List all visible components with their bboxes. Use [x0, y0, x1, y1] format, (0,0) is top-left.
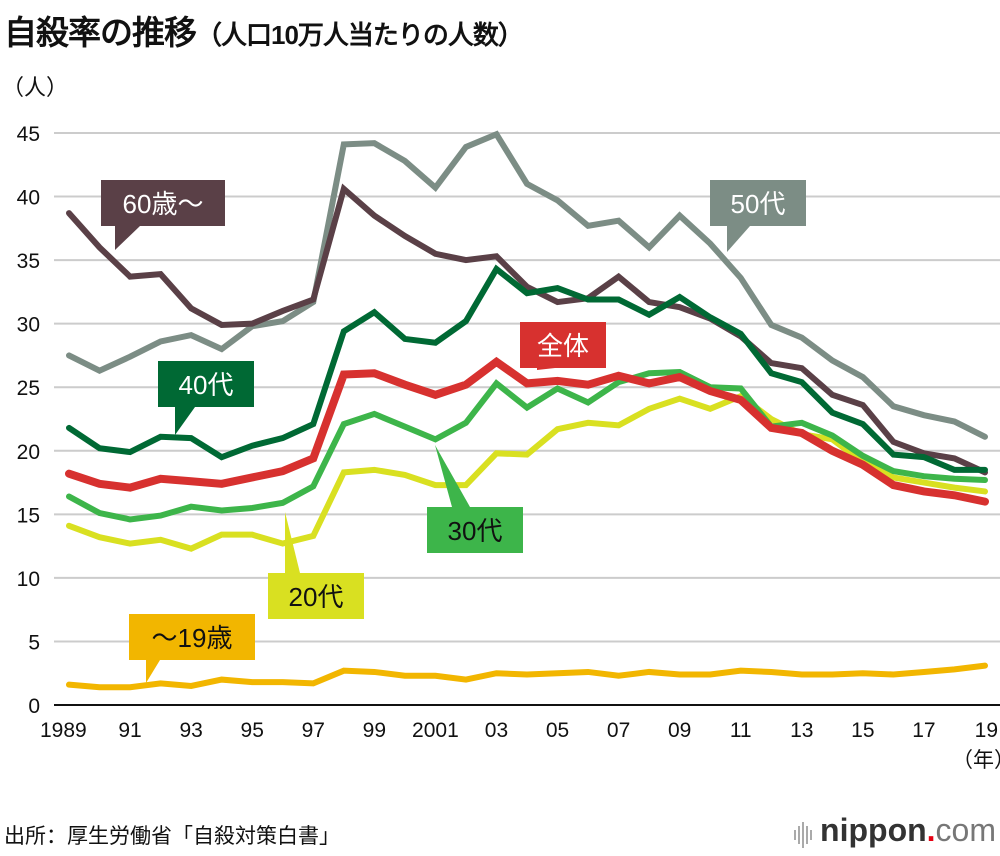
callout-0: 60歳〜	[101, 180, 225, 250]
x-tick-label: 99	[363, 719, 386, 742]
y-tick-label: 0	[28, 695, 40, 718]
source-note: 出所：厚生労働省「自殺対策白書」	[4, 825, 340, 848]
series-line-5	[65, 356, 989, 506]
y-tick-label: 10	[17, 568, 40, 591]
callout-box	[101, 180, 225, 226]
callout-pointer	[285, 512, 300, 573]
x-axis-ticks: 1989 91 93 95 97 99 2001 03 05 07 09 11 13 15 17 19	[40, 719, 998, 742]
callout-pointer	[115, 226, 140, 250]
callout-label: 40代	[179, 370, 234, 400]
callout-label: 20代	[289, 582, 344, 612]
y-tick-label: 40	[17, 187, 40, 210]
logo-brand: nippon	[820, 812, 927, 848]
y-tick-label: 45	[17, 123, 40, 146]
callout-box	[129, 614, 255, 660]
callout-label: 〜19歳	[152, 623, 233, 653]
x-tick-label: 95	[241, 719, 264, 742]
y-tick-label: 30	[17, 314, 40, 337]
series-line-4	[66, 368, 988, 523]
x-tick-label: 09	[668, 719, 691, 742]
callout-pointer	[435, 445, 470, 507]
x-tick-label: 15	[851, 719, 874, 742]
series-line-3	[66, 392, 988, 552]
y-tick-label: 35	[17, 250, 40, 273]
x-tick-label: 13	[790, 719, 813, 742]
callout-1: 50代	[710, 180, 806, 252]
x-tick-label: 93	[179, 719, 202, 742]
callout-label: 30代	[448, 516, 503, 546]
series-line-6	[66, 662, 988, 691]
callout-pointer	[175, 407, 195, 435]
callout-3: 全体	[520, 322, 606, 370]
y-axis-ticks: 0 5 10 15 20 25 30 35 40 45	[17, 123, 40, 718]
y-tick-label: 20	[17, 441, 40, 464]
callout-6: 〜19歳	[129, 614, 255, 683]
series-line-1	[66, 183, 988, 476]
series-line-2	[66, 264, 988, 473]
x-tick-label: 91	[118, 719, 141, 742]
chart-title-sub: （人口10万人当たりの人数）	[196, 20, 524, 50]
callout-label: 50代	[731, 189, 786, 219]
series-callouts: 60歳〜 50代 40代 全体 30代 20代〜19歳	[101, 180, 806, 683]
x-tick-label: 1989	[40, 719, 87, 742]
x-tick-label: 07	[607, 719, 630, 742]
chart-title-main: 自殺率の推移	[4, 14, 197, 51]
chart-title: 自殺率の推移（人口10万人当たりの人数）	[4, 6, 524, 54]
callout-4: 30代	[427, 445, 523, 553]
logo-dot: .	[926, 812, 936, 848]
x-tick-label: 19	[975, 719, 998, 742]
x-tick-label: 2001	[412, 719, 459, 742]
callout-5: 20代	[268, 512, 364, 619]
callout-pointer	[146, 660, 160, 683]
callout-box	[427, 507, 523, 553]
callout-label: 60歳〜	[123, 189, 204, 219]
series-line-0	[66, 130, 988, 440]
callout-pointer	[727, 226, 750, 252]
callout-box	[268, 573, 364, 619]
y-tick-label: 25	[17, 377, 40, 400]
x-tick-label: 97	[302, 719, 325, 742]
callout-label: 全体	[537, 331, 589, 361]
callout-box	[158, 361, 254, 407]
sound-wave-icon	[794, 814, 814, 851]
callout-2: 40代	[158, 361, 254, 435]
x-axis-unit-label: （年）	[952, 749, 1000, 772]
y-tick-label: 5	[28, 631, 40, 654]
x-tick-label: 11	[730, 719, 752, 742]
x-tick-label: 03	[485, 719, 508, 742]
x-tick-label: 05	[546, 719, 569, 742]
logo-tld: com	[935, 812, 996, 848]
series-lines	[65, 130, 989, 691]
y-tick-label: 15	[17, 504, 40, 527]
x-tick-label: 17	[912, 719, 935, 742]
callout-box	[710, 180, 806, 226]
callout-pointer	[537, 368, 555, 370]
callout-box	[520, 322, 606, 368]
nippon-logo: nippon.com	[794, 812, 996, 851]
y-axis-unit-label: （人）	[2, 75, 69, 100]
